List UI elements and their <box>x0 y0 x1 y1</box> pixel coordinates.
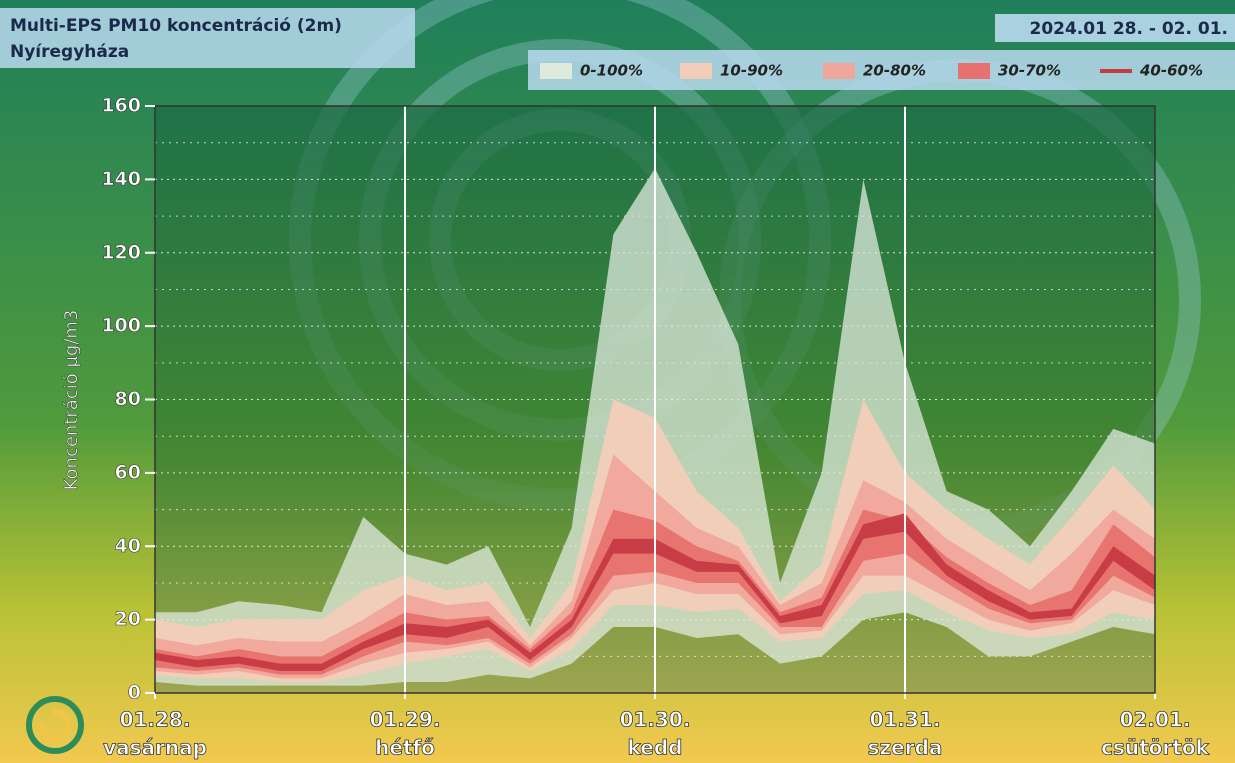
legend-label: 40-60% <box>1139 62 1203 80</box>
chart-title: Multi-EPS PM10 koncentráció (2m) <box>10 16 342 36</box>
x-tick-sublabel: szerda <box>868 736 943 760</box>
legend-label: 30-70% <box>998 62 1061 80</box>
x-tick-label: 01.28. <box>120 708 191 732</box>
date-range: 2024.01 28. - 02. 01. <box>1029 19 1228 39</box>
y-tick-label: 140 <box>101 168 141 190</box>
x-tick-label: 01.31. <box>870 708 941 732</box>
x-tick-sublabel: vasárnap <box>103 736 207 760</box>
legend-label: 20-80% <box>863 62 926 80</box>
x-tick-sublabel: kedd <box>628 736 683 760</box>
y-axis-label: Koncentráció µg/m3 <box>61 310 82 491</box>
y-tick-label: 0 <box>128 682 141 704</box>
y-tick-label: 120 <box>101 241 141 263</box>
y-tick-label: 60 <box>115 461 141 483</box>
x-tick-sublabel: hétfő <box>375 736 435 760</box>
legend-marker <box>823 63 855 79</box>
x-tick-label: 01.30. <box>620 708 691 732</box>
x-tick-label: 02.01. <box>1120 708 1191 732</box>
y-tick-label: 160 <box>101 95 141 117</box>
plot-area <box>155 106 1155 693</box>
legend-marker <box>540 63 572 79</box>
y-tick-label: 100 <box>101 315 141 337</box>
y-tick-label: 20 <box>115 608 141 630</box>
legend-label: 10-90% <box>720 62 783 80</box>
x-tick-sublabel: csütörtök <box>1101 736 1209 760</box>
x-tick-label: 01.29. <box>370 708 441 732</box>
chart: Multi-EPS PM10 koncentráció (2m) Nyíregy… <box>0 0 1235 763</box>
legend-label: 0-100% <box>580 62 643 80</box>
legend-marker <box>958 63 990 79</box>
chart-subtitle: Nyíregyháza <box>10 42 129 62</box>
y-tick-label: 80 <box>115 388 141 410</box>
legend-marker <box>680 63 712 79</box>
y-tick-label: 40 <box>115 535 141 557</box>
